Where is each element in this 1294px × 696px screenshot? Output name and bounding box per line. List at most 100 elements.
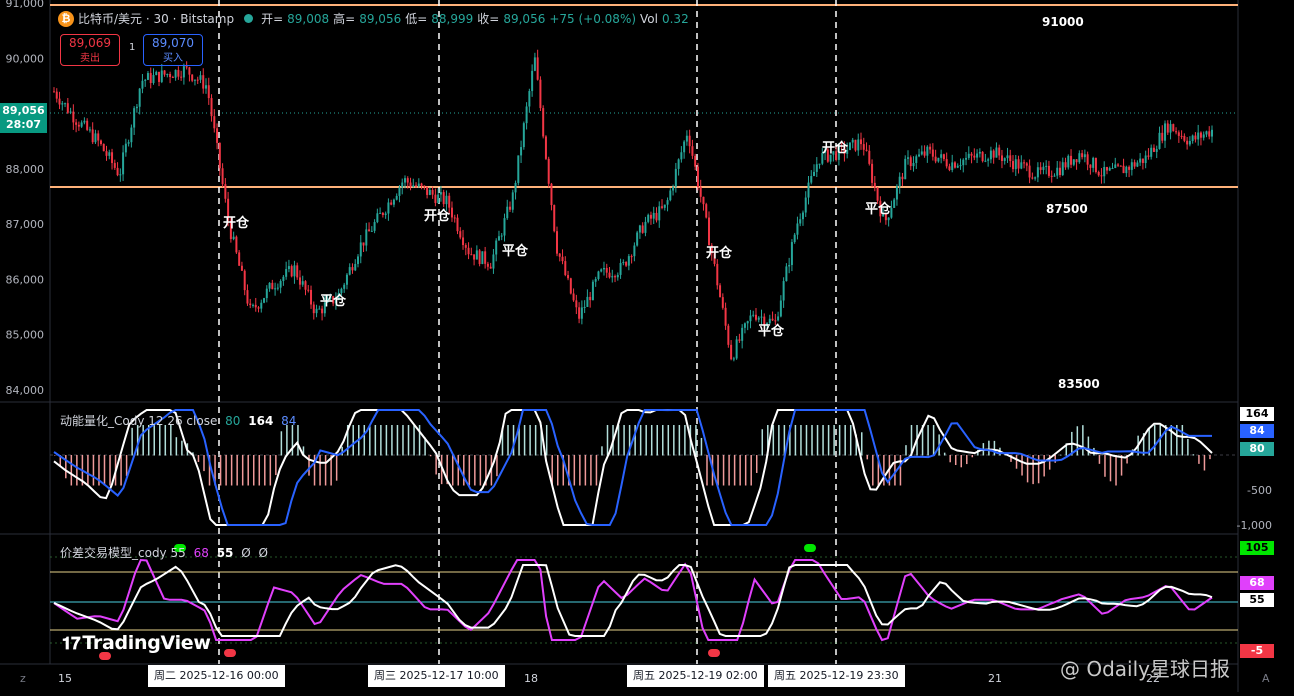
candle-body xyxy=(876,187,879,201)
annotation-close-3: 平仓 xyxy=(758,324,785,339)
candle-body xyxy=(788,265,791,267)
macd-histogram-bar xyxy=(761,429,764,456)
candle-body xyxy=(586,296,589,307)
timezone-icon[interactable]: z xyxy=(20,672,26,685)
macd-line xyxy=(53,409,1212,526)
candle-body xyxy=(967,153,970,158)
candle-body xyxy=(594,278,597,282)
macd-histogram-bar xyxy=(335,455,338,481)
macd-histogram-bar xyxy=(1176,425,1178,456)
buy-button[interactable]: 89,070 买入 xyxy=(143,34,203,66)
candle-body xyxy=(1061,162,1064,175)
spread-pane-title[interactable]: 价差交易模型_cody 55 68 55 Ø Ø xyxy=(60,544,268,561)
candle-body xyxy=(600,269,603,272)
current-price: 89,056 xyxy=(2,104,45,117)
sell-button[interactable]: 89,069 卖出 xyxy=(60,34,120,66)
candle-body xyxy=(616,274,619,278)
candle-body xyxy=(276,287,279,289)
macd-histogram-bar xyxy=(579,455,581,486)
macd-histogram-bar xyxy=(131,427,133,456)
candle-body xyxy=(75,122,78,125)
macd-histogram-bar xyxy=(1104,455,1106,477)
candle-body xyxy=(1199,132,1202,138)
candle-body xyxy=(1119,165,1122,167)
macd-histogram-bar xyxy=(1192,454,1195,456)
macd-histogram-bar xyxy=(800,425,802,456)
candle-body xyxy=(296,265,299,278)
candle-body xyxy=(97,133,100,141)
macd-histogram-bar xyxy=(750,455,752,486)
macd-label-hist: 80 xyxy=(1240,442,1274,456)
candle-body xyxy=(677,159,680,169)
spread-value-1: 68 xyxy=(193,546,209,560)
candle-body xyxy=(304,281,307,290)
price-tick: 87,000 xyxy=(6,218,45,231)
macd-histogram-bar xyxy=(755,455,758,473)
candle-body xyxy=(818,163,821,165)
macd-histogram-bar xyxy=(523,425,526,456)
macd-histogram-bar xyxy=(424,437,426,456)
candle-body xyxy=(365,229,368,246)
macd-pane-title[interactable]: 动能量化_Cody 12 26 close 80 164 84 xyxy=(60,412,296,429)
candle-body xyxy=(589,296,592,301)
time-tick-18: 18 xyxy=(524,672,538,685)
candle-body xyxy=(912,162,915,167)
candle-body xyxy=(926,146,929,156)
candle-body xyxy=(879,200,882,217)
candle-body xyxy=(376,213,379,223)
candle-body xyxy=(688,135,691,147)
candle-body xyxy=(398,187,401,196)
candle-body xyxy=(644,221,647,233)
candle-body xyxy=(340,288,343,293)
candle-body xyxy=(357,256,360,264)
candle-body xyxy=(716,263,719,286)
candle-body xyxy=(345,274,348,285)
candle-body xyxy=(348,267,351,275)
macd-histogram-bar xyxy=(457,455,460,486)
candle-body xyxy=(1158,132,1161,149)
candle-body xyxy=(135,106,138,109)
candle-body xyxy=(1161,132,1164,141)
candle-body xyxy=(207,85,210,99)
candle-body xyxy=(1028,165,1031,178)
candle-body xyxy=(274,288,277,290)
candle-body xyxy=(790,242,793,266)
candle-body xyxy=(182,66,185,78)
macd-histogram-bar xyxy=(103,455,106,486)
candle-body xyxy=(754,314,757,320)
macd-histogram-bar xyxy=(219,455,222,486)
candle-body xyxy=(1150,147,1153,157)
symbol-title[interactable]: 比特币/美元 · 30 · Bitstamp xyxy=(78,12,235,26)
macd-histogram-bar xyxy=(1115,455,1117,486)
candle-body xyxy=(1147,155,1150,157)
macd-label-signal: 164 xyxy=(1240,407,1274,421)
macd-histogram-bar xyxy=(208,455,211,486)
candle-body xyxy=(514,182,517,193)
candle-body xyxy=(251,304,254,306)
macd-histogram-bar xyxy=(872,455,874,486)
bitcoin-icon: ₿ xyxy=(58,10,74,27)
candle-body xyxy=(282,276,285,282)
candle-body xyxy=(213,116,216,129)
candle-body xyxy=(746,321,749,324)
candle-body xyxy=(743,323,746,328)
candle-body xyxy=(332,296,335,304)
candle-body xyxy=(730,344,733,360)
candle-body xyxy=(475,250,478,260)
candle-body xyxy=(862,144,865,150)
candle-body xyxy=(403,178,406,183)
candle-body xyxy=(931,149,934,157)
macd-histogram-bar xyxy=(667,425,670,456)
tradingview-logo[interactable]: 𝟏𝟕 TradingView xyxy=(62,632,211,654)
auto-scale-button[interactable]: A xyxy=(1262,672,1270,685)
candle-body xyxy=(815,164,818,172)
candle-body xyxy=(492,254,495,269)
macd-histogram-bar xyxy=(1065,443,1068,456)
spread-value: 1 xyxy=(129,42,136,53)
macd-histogram-bar xyxy=(656,425,658,456)
candle-body xyxy=(1083,154,1086,158)
time-tick-22: 22 xyxy=(1146,672,1160,685)
candle-body xyxy=(1009,155,1012,162)
